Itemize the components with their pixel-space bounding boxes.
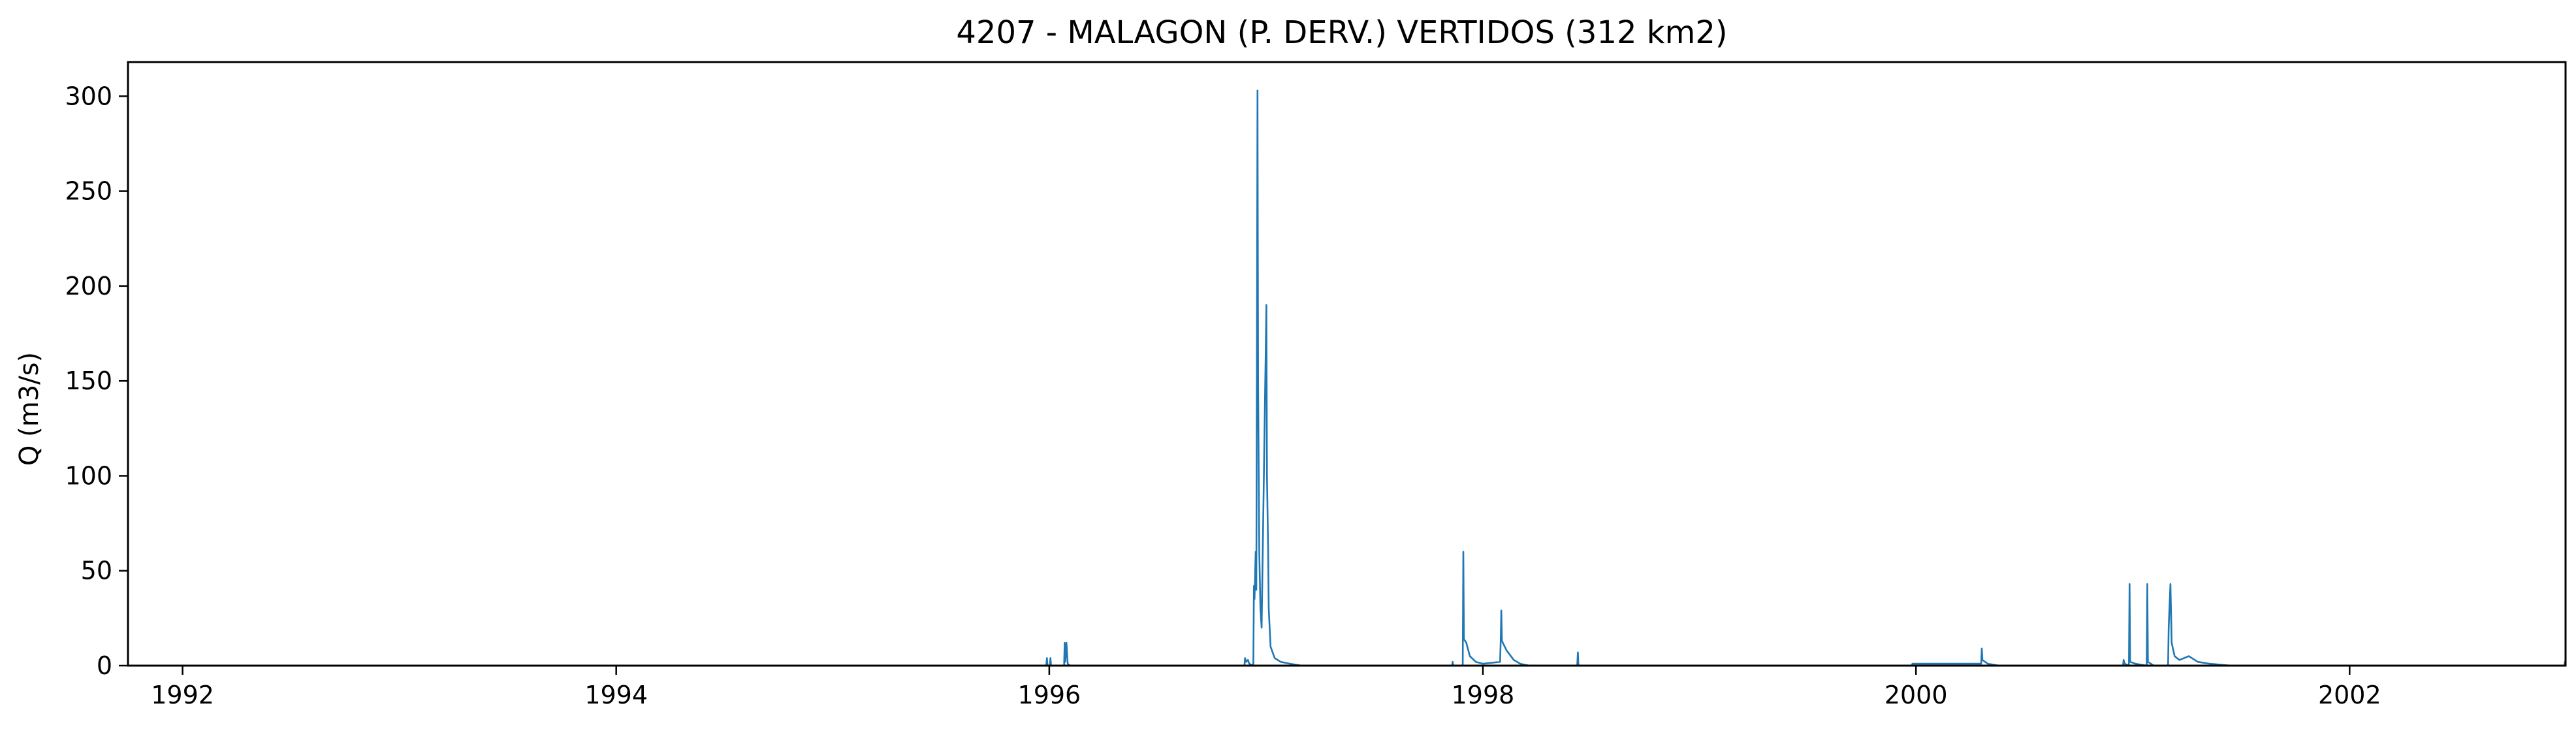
y-tick-label: 100 — [65, 461, 112, 490]
x-tick-label: 1996 — [1018, 681, 1081, 709]
x-tick-label: 2002 — [2318, 681, 2381, 709]
x-tick-label: 1992 — [151, 681, 214, 709]
y-tick-label: 200 — [65, 272, 112, 300]
x-tick-label: 2000 — [1884, 681, 1948, 709]
y-tick-label: 300 — [65, 82, 112, 110]
chart-title: 4207 - MALAGON (P. DERV.) VERTIDOS (312 … — [956, 14, 1727, 51]
series-group — [128, 89, 2566, 667]
x-tick-label: 1998 — [1452, 681, 1515, 709]
x-axis-ticks: 1992 1994 1996 1998 2000 2002 — [151, 666, 2381, 709]
y-tick-label: 50 — [81, 557, 112, 585]
plot-area-frame — [127, 61, 2567, 667]
y-tick-label: 250 — [65, 177, 112, 206]
y-tick-label: 150 — [65, 366, 112, 395]
x-tick-label: 1994 — [584, 681, 648, 709]
flow-series-line-0 — [128, 89, 2566, 667]
y-tick-label: 0 — [97, 651, 112, 680]
y-axis-ticks: 0 50 100 150 200 250 300 — [65, 82, 128, 680]
y-axis-label: Q (m3/s) — [14, 352, 44, 466]
